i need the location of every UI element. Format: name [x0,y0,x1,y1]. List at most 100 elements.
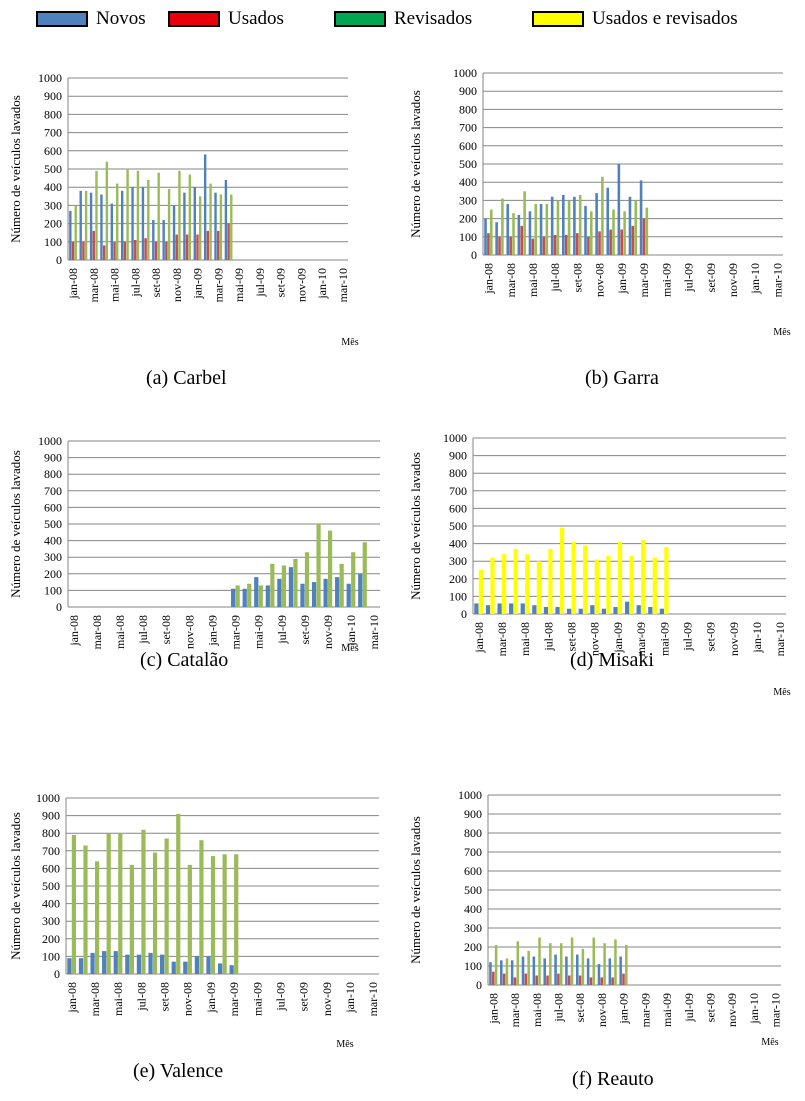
bar-revisados [219,194,223,260]
x-tick-label: nov-09 [726,263,740,297]
x-tick-label: mar-08 [508,993,522,1027]
x-tick-label: mar-10 [773,622,787,656]
bar-revisados [258,585,263,607]
x-tick-label: mai-09 [660,993,674,1027]
bar-chart-misaki: 0 100 200 300 400 500 600 700 800 900 1000 jan-08 ma… [408,431,791,698]
bar-usados [502,973,506,985]
bar-revisados [83,845,88,974]
y-tick-label: 600 [44,144,62,158]
bar-usados [642,218,646,255]
bar-revisados [167,189,171,260]
bar-novos [148,952,153,974]
bar-novos [89,192,93,260]
bar-revisados [116,183,119,260]
x-tick-label: mai-08 [530,993,544,1027]
bar-novos [346,583,351,607]
bar-usados [564,234,568,255]
bar-revisados [578,194,582,255]
bar-revisados [210,856,216,974]
x-tick-label: jan-09 [615,263,629,295]
y-tick-label: 400 [42,897,60,911]
bar-revisados [105,161,109,260]
bar-usados [600,977,604,985]
y-tick-label: 300 [42,914,60,928]
bar-usados [498,236,501,255]
bar-novos [110,203,114,260]
bar-usados [175,234,178,260]
bar-revisados [527,950,530,985]
x-axis-title: Mês [773,687,790,698]
x-tick-label: jul-08 [128,268,142,298]
y-axis-title: Número de veículos lavados [8,812,23,960]
x-tick-label: set-08 [565,622,579,651]
bar-chart-carbel: 0 100 200 300 400 500 600 700 800 900 1000 jan-08 ma… [8,71,359,348]
y-tick-label: 0 [461,607,467,621]
bar-revisados [512,213,515,255]
bar-novos [474,603,479,614]
bar-usados-e-revisados [629,555,634,614]
x-tick-label: jan-08 [486,993,500,1025]
bar-usados [509,236,512,255]
x-tick-label: mar-09 [637,263,651,297]
x-axis-title: Mês [761,1037,778,1048]
y-tick-label: 200 [464,940,482,954]
bar-revisados [126,169,129,260]
bar-usados [492,971,495,985]
x-axis-title: Mês [341,643,358,654]
x-tick-label: mai-09 [250,982,264,1016]
y-tick-label: 0 [56,600,62,614]
y-tick-label: 700 [459,121,477,135]
bar-revisados [592,937,596,985]
bar-usados-e-revisados [594,559,599,614]
bar-novos [141,187,145,260]
x-tick-label: jul-09 [253,268,267,298]
bar-usados [546,975,549,985]
bar-novos [206,956,211,974]
y-axis-title: Número de veículos lavados [408,90,423,238]
y-tick-label: 800 [464,826,482,840]
y-tick-label: 700 [464,845,482,859]
bar-chart-catalao: 0 100 200 300 400 500 600 700 800 900 1000 jan-08 ma… [8,434,381,654]
bar-chart-reauto: 0 100 200 300 400 500 600 700 800 900 1000 jan-08 ma… [408,788,783,1048]
y-tick-label: 200 [449,572,467,586]
bar-novos [79,190,82,260]
x-tick-label: jan-08 [66,268,80,300]
bar-usados [196,234,199,260]
bar-novos [517,214,521,255]
bar-usados [165,241,168,260]
chart-panel-reauto: 0 100 200 300 400 500 600 700 800 900 1000 jan-08 ma… [400,785,800,1101]
bar-revisados [106,833,111,974]
x-tick-label: jan-10 [343,982,357,1014]
bar-revisados [523,191,526,255]
bar-novos [648,606,653,614]
bar-novos [131,187,134,260]
bar-usados [598,231,601,255]
bar-usados [513,977,517,985]
x-tick-label: jan-10 [750,622,764,654]
bar-novos [193,187,196,260]
chart-panel-carbel: 0 100 200 300 400 500 600 700 800 900 1000 jan-08 ma… [0,60,400,390]
bar-usados-e-revisados [652,557,657,614]
bar-novos [183,961,188,974]
x-tick-label: nov-09 [725,993,739,1027]
y-tick-label: 700 [42,844,60,858]
x-tick-label: set-09 [704,263,718,292]
bar-usados-e-revisados [501,554,507,614]
bar-novos [214,192,217,260]
bar-revisados [129,864,134,974]
bar-revisados [567,200,571,255]
bar-novos [521,956,525,985]
y-tick-label: 200 [459,212,477,226]
bar-usados-e-revisados [490,557,495,614]
bar-usados-e-revisados [548,548,553,614]
y-tick-label: 300 [459,193,477,207]
bar-novos [125,954,130,974]
x-tick-label: mai-09 [659,263,673,297]
x-tick-label: jan-09 [611,622,625,654]
bar-novos [573,196,576,255]
bar-novos [606,187,610,255]
x-tick-label: jan-09 [204,982,218,1014]
bar-revisados [339,563,344,607]
x-tick-label: mar-08 [495,622,509,656]
x-tick-label: nov-08 [595,993,609,1027]
